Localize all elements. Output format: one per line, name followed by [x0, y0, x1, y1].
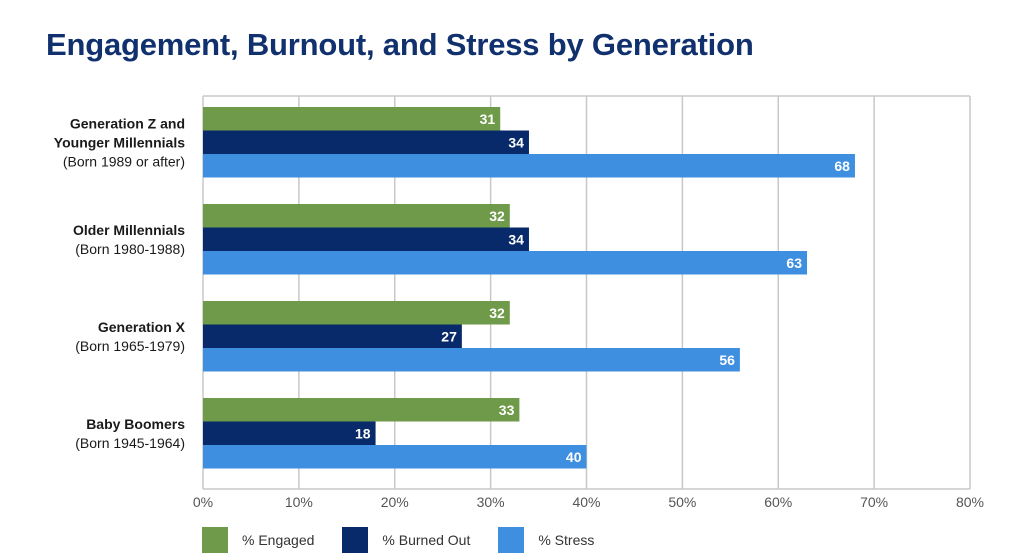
data-label: 31	[480, 111, 496, 127]
data-label: 18	[355, 425, 371, 441]
category-label: Generation Z and	[70, 115, 185, 131]
legend-item-burned-out: % Burned Out	[342, 527, 470, 553]
x-tick-label: 0%	[193, 494, 213, 510]
bar	[203, 154, 855, 178]
x-tick-label: 10%	[285, 494, 313, 510]
data-label: 33	[499, 402, 515, 418]
legend-label-engaged: % Engaged	[242, 532, 315, 548]
chart-title: Engagement, Burnout, and Stress by Gener…	[46, 27, 754, 62]
x-tick-label: 60%	[764, 494, 792, 510]
legend-swatch-stress	[498, 527, 525, 553]
data-label: 63	[786, 255, 802, 271]
bar	[203, 445, 587, 469]
legend-item-engaged: % Engaged	[202, 527, 314, 553]
bar	[203, 227, 529, 251]
data-label: 40	[566, 449, 582, 465]
x-tick-label: 20%	[381, 494, 409, 510]
legend-item-stress: % Stress	[498, 527, 594, 553]
data-label: 32	[489, 208, 505, 224]
bar	[203, 204, 510, 228]
category-sublabel: (Born 1965-1979)	[75, 338, 185, 354]
bar	[203, 251, 808, 275]
legend-label-burned-out: % Burned Out	[382, 532, 471, 548]
x-tick-label: 40%	[572, 494, 600, 510]
x-tick-label: 50%	[668, 494, 696, 510]
bar	[203, 301, 510, 325]
data-label: 34	[508, 134, 524, 150]
bar	[203, 324, 462, 348]
legend-swatch-engaged	[202, 527, 228, 553]
legend: % Engaged % Burned Out % Stress	[202, 527, 622, 553]
data-label: 34	[508, 231, 524, 247]
legend-swatch-burned-out	[342, 527, 369, 553]
category-label: Older Millennials	[73, 222, 185, 238]
bar	[203, 398, 520, 422]
x-tick-label: 80%	[956, 494, 984, 510]
x-tick-label: 30%	[477, 494, 505, 510]
bar	[203, 107, 501, 131]
category-sublabel: (Born 1980-1988)	[75, 241, 185, 257]
bar	[203, 130, 529, 154]
bar	[203, 421, 376, 445]
bar	[203, 348, 740, 372]
data-label: 32	[489, 305, 505, 321]
category-labels: Generation Z and Younger Millennials (Born…	[54, 115, 186, 451]
data-label: 27	[441, 328, 457, 344]
category-sublabel: (Born 1989 or after)	[63, 153, 185, 169]
bars	[203, 107, 855, 469]
x-axis-ticks: 0% 10% 20% 30% 40% 50% 60% 70% 80%	[193, 494, 984, 510]
category-label: Younger Millennials	[54, 134, 185, 150]
data-label: 56	[719, 352, 735, 368]
category-label: Baby Boomers	[86, 416, 185, 432]
category-label: Generation X	[98, 319, 186, 335]
x-tick-label: 70%	[860, 494, 888, 510]
legend-label-stress: % Stress	[538, 532, 595, 548]
category-sublabel: (Born 1945-1964)	[75, 435, 185, 451]
data-label: 68	[834, 158, 850, 174]
